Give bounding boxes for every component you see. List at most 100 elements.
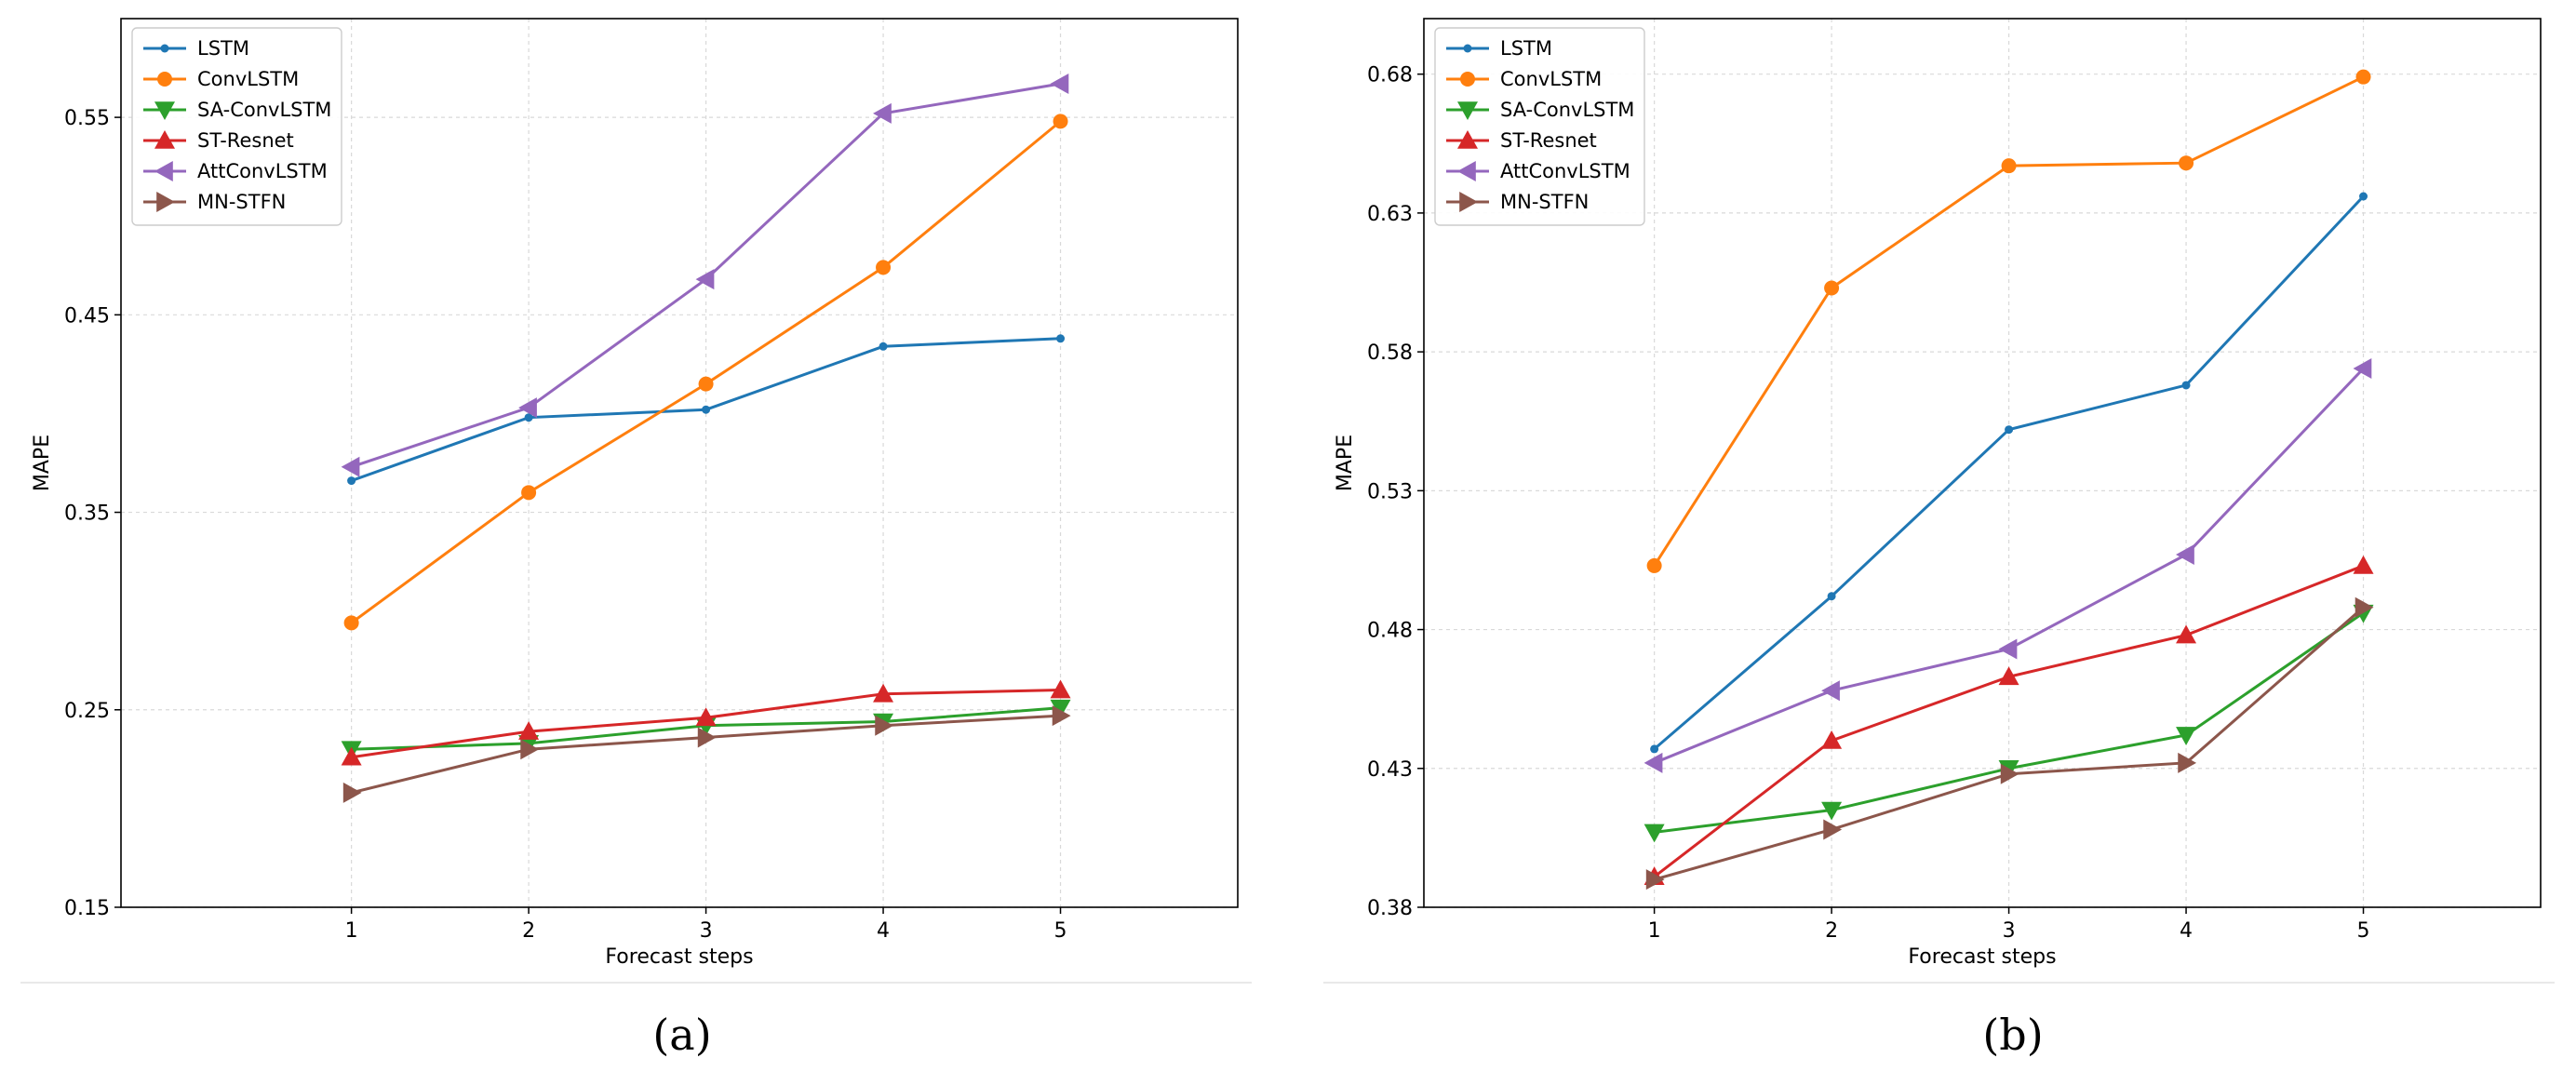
legend-label: AttConvLSTM	[1500, 160, 1630, 182]
legend-label: LSTM	[1500, 37, 1552, 60]
legend-marker	[1457, 101, 1478, 120]
legend-entry: SA-ConvLSTM	[1446, 99, 1634, 121]
series-lstm	[347, 334, 1066, 486]
y-tick-label: 0.48	[1367, 620, 1413, 643]
x-tick-label: 1	[345, 919, 358, 943]
x-tick-label: 4	[877, 919, 890, 943]
x-tick-label: 3	[2003, 919, 2016, 943]
data-point	[1823, 819, 1843, 840]
data-point	[341, 456, 360, 477]
y-tick-label: 0.38	[1367, 897, 1413, 920]
legend-entry: ST-Resnet	[143, 129, 294, 152]
series-convlstm	[343, 114, 1068, 631]
data-point	[695, 707, 717, 727]
data-point	[879, 342, 888, 351]
legend-marker	[154, 101, 175, 120]
data-point	[521, 485, 537, 501]
data-point	[1646, 557, 1662, 573]
legend-entry: AttConvLSTM	[143, 160, 328, 182]
x-tick-label: 5	[2357, 919, 2370, 943]
legend-entry: LSTM	[1446, 37, 1552, 60]
legend-label: ConvLSTM	[1500, 68, 1602, 90]
data-point	[2005, 425, 2014, 435]
legend-marker	[154, 130, 175, 149]
data-point	[347, 476, 356, 486]
chart-panel-b: 1 2 3 4 5 0.38 0.43 0.48 0.53 0.58 0.63 0.68 Forecas…	[1323, 18, 2555, 1060]
x-tick-label: 3	[700, 919, 713, 943]
y-tick-label: 0.58	[1367, 342, 1413, 365]
data-point	[1056, 334, 1066, 343]
data-point	[2353, 555, 2374, 574]
y-tick-label: 0.53	[1367, 480, 1413, 503]
series-mn-stfn	[342, 705, 1071, 803]
data-point	[2178, 752, 2197, 773]
data-point	[518, 721, 540, 740]
y-tick-label: 0.15	[64, 897, 110, 920]
legend-marker	[1463, 44, 1472, 53]
data-point	[2176, 727, 2197, 745]
data-point	[875, 715, 894, 736]
data-point	[2181, 381, 2191, 390]
series-st-resnet	[341, 679, 1071, 766]
data-point	[1050, 699, 1071, 718]
data-point	[1827, 592, 1836, 601]
x-axis-title: Forecast steps	[1908, 945, 2056, 969]
x-tick-label: 1	[1648, 919, 1661, 943]
x-tick-label: 4	[2180, 919, 2193, 943]
data-point	[1050, 74, 1069, 95]
x-tick-label: 2	[1825, 919, 1838, 943]
data-point	[873, 683, 894, 703]
legend-label: ST-Resnet	[197, 129, 294, 152]
legend-marker	[1460, 72, 1475, 87]
data-point	[2000, 763, 2019, 784]
data-point	[1050, 679, 1071, 699]
data-point	[876, 260, 892, 275]
legend-marker	[1457, 130, 1478, 149]
data-point	[518, 397, 537, 419]
data-point	[524, 413, 533, 422]
legend-entry: MN-STFN	[143, 191, 286, 213]
legend-box	[1434, 27, 1645, 226]
legend-marker	[160, 44, 169, 53]
legend-label: MN-STFN	[197, 191, 286, 213]
data-point	[1644, 752, 1663, 773]
data-point	[1824, 280, 1840, 296]
legend-label: ST-Resnet	[1500, 129, 1597, 152]
series-lstm	[1650, 192, 2368, 754]
y-axis-title: MAPE	[1334, 435, 1357, 491]
y-tick-label: 0.35	[64, 502, 110, 526]
series-convlstm	[1646, 69, 2371, 573]
data-point	[2179, 155, 2194, 171]
data-point	[1998, 638, 2018, 660]
legend-entry: MN-STFN	[1446, 191, 1589, 213]
legend-entry: ConvLSTM	[1446, 68, 1602, 90]
legend-marker	[156, 192, 175, 212]
y-tick-label: 0.55	[64, 107, 110, 130]
panel-caption: (b)	[1982, 1010, 2043, 1060]
series-attconvlstm	[341, 74, 1069, 477]
legend-label: MN-STFN	[1500, 191, 1589, 213]
data-point	[1052, 705, 1071, 727]
data-point	[1644, 824, 1665, 843]
data-point	[343, 615, 359, 631]
legend-box	[131, 27, 342, 226]
y-tick-label: 0.68	[1367, 64, 1413, 87]
legend-marker	[1459, 192, 1478, 212]
data-point	[702, 405, 711, 414]
data-point	[2353, 358, 2372, 380]
y-tick-label: 0.63	[1367, 203, 1413, 226]
y-axis-title: MAPE	[31, 435, 54, 491]
plot-frame	[1423, 18, 2542, 908]
series-line	[1653, 75, 2365, 567]
data-point	[1821, 801, 1843, 821]
x-tick-label: 5	[1054, 919, 1067, 943]
data-point	[1821, 730, 1843, 749]
x-axis-title: Forecast steps	[605, 945, 753, 969]
data-point	[2176, 624, 2197, 644]
data-point	[2176, 543, 2194, 565]
legend-marker	[1457, 161, 1476, 181]
series-attconvlstm	[1644, 358, 2372, 773]
legend-marker	[154, 161, 173, 181]
data-point	[342, 782, 362, 803]
